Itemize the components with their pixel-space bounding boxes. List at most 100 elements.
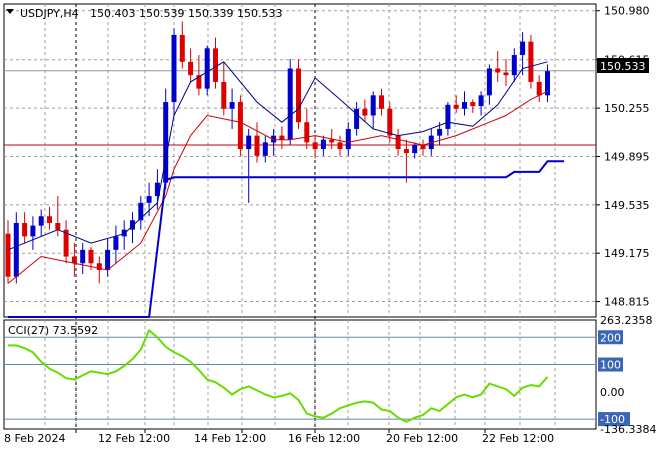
candle-body <box>470 102 476 107</box>
current-price-tag <box>597 58 649 73</box>
candle-body <box>362 108 368 116</box>
candle-body <box>296 68 301 123</box>
price-axis: 150.980150.615150.255149.895149.535149.1… <box>596 5 650 309</box>
ema-slow-line <box>7 90 548 284</box>
cci-tick-label: 100 <box>600 359 621 372</box>
candle-body <box>271 135 277 143</box>
symbol-label: USDJPY,H4 <box>20 7 79 20</box>
candle-body <box>138 202 144 221</box>
cci-title: CCI(27) 73.5592 <box>8 324 98 337</box>
cci-tick-label: -100 <box>600 413 625 426</box>
candle-body <box>204 48 210 89</box>
candle-body <box>379 95 384 109</box>
candle-body <box>179 34 185 62</box>
candle-body <box>403 149 409 154</box>
candle-body <box>478 95 484 107</box>
candle-body <box>345 128 351 150</box>
candle-body <box>96 263 102 270</box>
cci-level-tag <box>598 330 623 345</box>
candle-body <box>320 139 326 150</box>
candle-body <box>130 220 135 230</box>
candle-body <box>520 41 526 56</box>
candle-body <box>13 222 19 277</box>
candle-body <box>445 104 451 129</box>
candle-body <box>30 225 36 237</box>
support-line <box>8 160 565 318</box>
candle-body <box>171 34 177 103</box>
candle-body <box>229 102 235 109</box>
current-price-label: 150.533 <box>600 60 646 73</box>
cci-level-tag <box>598 357 623 372</box>
cci-tick-label: 0.00 <box>600 386 625 399</box>
price-tick-label: 150.255 <box>604 102 650 115</box>
candle-body <box>304 122 310 143</box>
candle-body <box>71 256 77 264</box>
grid-lines <box>4 4 596 429</box>
cci-tick-label: 263.2358 <box>600 314 653 327</box>
time-tick-label: 16 Feb 12:00 <box>288 432 360 445</box>
candle-body <box>254 135 260 156</box>
candle-body <box>22 222 28 237</box>
candle-body <box>395 135 401 150</box>
candle-body <box>503 72 509 76</box>
candle-body <box>47 216 52 223</box>
price-tick-label: 149.895 <box>604 150 650 163</box>
candle-body <box>437 128 443 136</box>
candle-body <box>312 142 318 150</box>
candle-body <box>412 145 418 154</box>
price-panel-frame <box>3 3 597 318</box>
candle-body <box>38 216 44 226</box>
ema-fast-line <box>7 61 548 251</box>
price-tick-label: 150.980 <box>604 5 650 18</box>
time-tick-label: 14 Feb 12:00 <box>194 432 266 445</box>
triangle-down-icon[interactable] <box>6 9 14 14</box>
cci-line <box>8 328 549 423</box>
candle-body <box>163 102 169 183</box>
candle-body <box>221 81 227 109</box>
candle-body <box>113 236 119 250</box>
candle-body <box>420 145 426 150</box>
price-tick-label: 148.815 <box>604 296 650 309</box>
candle-body <box>329 139 335 143</box>
candlestick-series <box>5 21 550 284</box>
candle-body <box>486 68 492 96</box>
cci-series <box>4 328 596 423</box>
candle-body <box>105 249 111 270</box>
candle-body <box>453 104 459 109</box>
price-tick-label: 149.175 <box>604 247 650 260</box>
price-tick-label: 149.535 <box>604 199 650 212</box>
candle-body <box>55 222 61 230</box>
time-axis: 8 Feb 2024 12 Feb 12:00 14 Feb 12:00 16 Feb… <box>4 429 554 445</box>
candle-body <box>196 75 202 89</box>
candle-body <box>154 182 160 197</box>
candle-body <box>237 102 243 150</box>
candle-body <box>495 68 501 73</box>
candle-body <box>279 135 285 140</box>
candle-body <box>146 196 152 203</box>
time-tick-label: 8 Feb 2024 <box>4 432 65 445</box>
indicator-panel-frame <box>3 319 597 430</box>
candle-body <box>511 55 517 76</box>
candle-body <box>5 233 11 277</box>
time-tick-label: 20 Feb 12:00 <box>386 432 458 445</box>
candle-body <box>536 81 542 96</box>
cci-level-tag <box>598 412 630 427</box>
candle-body <box>354 108 360 129</box>
candle-body <box>370 95 376 116</box>
ohlc-label: 150.403 150.539 150.339 150.533 <box>90 7 282 20</box>
candle-body <box>528 41 534 82</box>
candle-body <box>63 229 69 257</box>
time-tick-label: 12 Feb 12:00 <box>98 432 170 445</box>
candle-body <box>188 61 194 76</box>
cci-tick-label: 200 <box>600 331 621 344</box>
candle-body <box>88 249 94 264</box>
candle-body <box>462 102 467 109</box>
cci-tick-label: -136.3384 <box>600 423 656 436</box>
candle-body <box>545 71 550 96</box>
candle-body <box>387 108 393 136</box>
time-tick-label: 22 Feb 12:00 <box>482 432 554 445</box>
candle-body <box>262 142 268 156</box>
candle-body <box>80 249 86 264</box>
candle-body <box>287 68 293 140</box>
